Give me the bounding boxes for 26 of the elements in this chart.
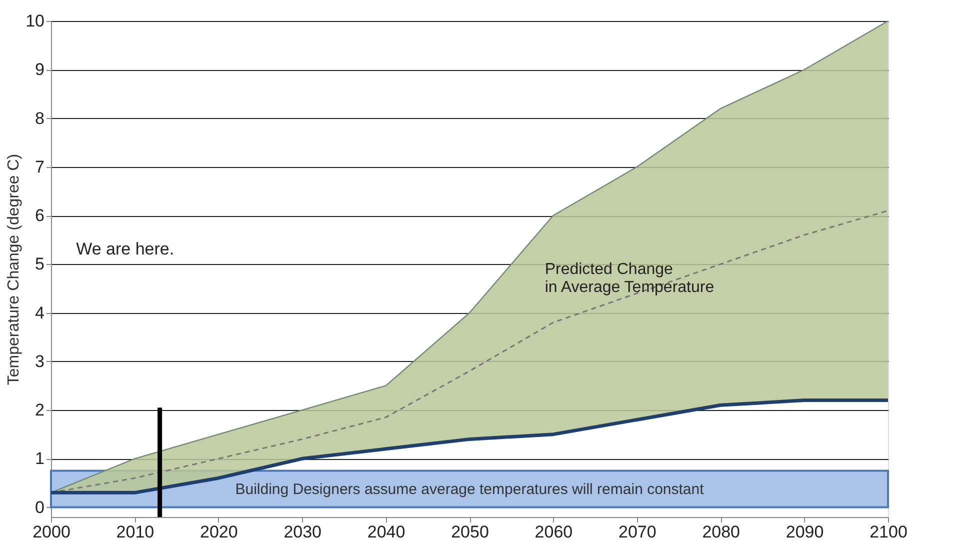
annotation: Predicted Change in Average Temperature	[544, 261, 714, 296]
x-tick-label: 2090	[786, 522, 824, 542]
x-tick-label: 2010	[116, 522, 154, 542]
y-axis-title: Temperature Change (degree C)	[6, 154, 23, 386]
y-tick-label: 4	[35, 303, 44, 322]
y-tick-label: 0	[35, 498, 44, 517]
band-label: Building Designers assume average temperatures will remain constant	[235, 481, 705, 498]
y-tick-label: 7	[35, 157, 44, 176]
x-tick-label: 2060	[534, 522, 573, 542]
x-tick-label: 2020	[200, 522, 238, 542]
x-tick-label: 2030	[284, 522, 322, 542]
y-tick-label: 10	[26, 12, 44, 30]
y-tick-label: 2	[35, 400, 44, 420]
y-tick-label: 5	[35, 254, 44, 274]
x-tick-label: 2050	[451, 522, 489, 542]
x-tick-label: 2070	[618, 522, 656, 542]
y-tick-label: 6	[35, 206, 44, 226]
x-tick-label: 2100	[870, 522, 908, 542]
x-tick-label: 2000	[32, 522, 70, 542]
y-tick-label: 9	[35, 60, 44, 80]
x-tick-label: 2080	[702, 522, 740, 542]
y-tick-label: 8	[35, 108, 44, 128]
annotation: We are here.	[76, 240, 174, 259]
y-tick-label: 1	[35, 449, 44, 468]
x-tick-label: 2040	[367, 522, 406, 542]
y-tick-label: 3	[35, 352, 44, 371]
